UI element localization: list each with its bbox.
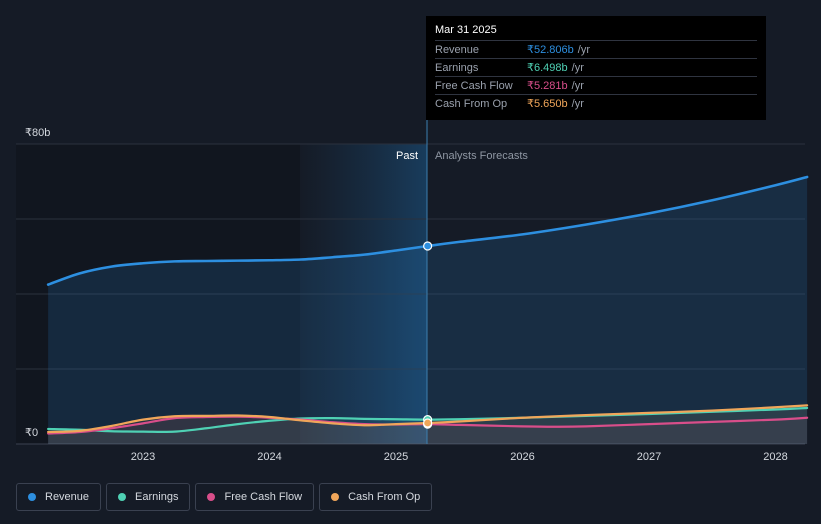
tooltip-row: Revenue ₹52.806b/yr [435, 40, 757, 58]
y-axis-top-label: ₹80b [25, 127, 51, 139]
revenue-line [46, 175, 809, 286]
legend-item-free-cash-flow[interactable]: Free Cash Flow [195, 483, 315, 511]
tooltip-row-value: ₹52.806b [527, 44, 574, 56]
legend-item-earnings[interactable]: Earnings [106, 483, 191, 511]
tooltip-row-value: ₹6.498b [527, 62, 568, 74]
tooltip-row-unit: /yr [571, 79, 584, 92]
tooltip-row: Free Cash Flow ₹5.281b/yr [435, 76, 757, 94]
tooltip-date: Mar 31 2025 [435, 24, 497, 36]
past-label: Past [396, 150, 419, 162]
tooltip-markers [423, 241, 433, 429]
forecast-label: Analysts Forecasts [435, 150, 528, 162]
tooltip-row-unit: /yr [577, 43, 590, 56]
legend-dot-icon [207, 493, 216, 501]
earnings-line [47, 406, 809, 433]
grid-lines [16, 143, 805, 445]
tooltip-row-label: Earnings [435, 61, 479, 74]
x-tick-label: 2027 [636, 451, 662, 463]
tooltip-row-unit: /yr [571, 97, 584, 110]
tooltip-row-value: ₹5.281b [527, 80, 568, 92]
legend-dot-icon [28, 493, 36, 501]
x-tick-label: 2028 [763, 451, 788, 463]
cash-from-op-marker [423, 418, 433, 428]
legend-label: Cash From Op [348, 491, 421, 503]
legend-item-cash-from-op[interactable]: Cash From Op [319, 483, 433, 511]
y-axis-bottom-label: ₹0 [25, 427, 39, 439]
tooltip-row-label: Revenue [435, 43, 480, 56]
legend-label: Earnings [135, 491, 179, 503]
revenue-marker [423, 241, 433, 251]
tooltip-row: Earnings ₹6.498b/yr [435, 58, 757, 76]
tooltip-row-unit: /yr [571, 61, 584, 74]
legend: Revenue Earnings Free Cash Flow Cash From O… [16, 483, 433, 511]
tooltip-row-value: ₹5.650b [527, 98, 568, 110]
legend-item-revenue[interactable]: Revenue [16, 483, 102, 511]
tooltip-row-label: Free Cash Flow [435, 79, 513, 92]
tooltip: Mar 31 2025 Revenue ₹52.806b/yr Earnings ₹6… [426, 16, 766, 120]
legend-label: Free Cash Flow [224, 491, 303, 503]
legend-dot-icon [118, 493, 127, 501]
cash-from-op-line [47, 404, 809, 434]
series-lines [46, 175, 809, 435]
revenue-area [48, 177, 808, 444]
x-tick-label: 2024 [257, 451, 282, 463]
legend-dot-icon [331, 493, 340, 501]
x-tick-label: 2023 [130, 451, 156, 463]
x-tick-label: 2026 [510, 451, 535, 463]
free-cash-flow-line [47, 415, 809, 435]
x-tick-label: 2025 [383, 451, 409, 463]
legend-label: Revenue [45, 491, 90, 503]
tooltip-row-label: Cash From Op [435, 97, 508, 110]
tooltip-row: Cash From Op ₹5.650b/yr [435, 94, 757, 112]
